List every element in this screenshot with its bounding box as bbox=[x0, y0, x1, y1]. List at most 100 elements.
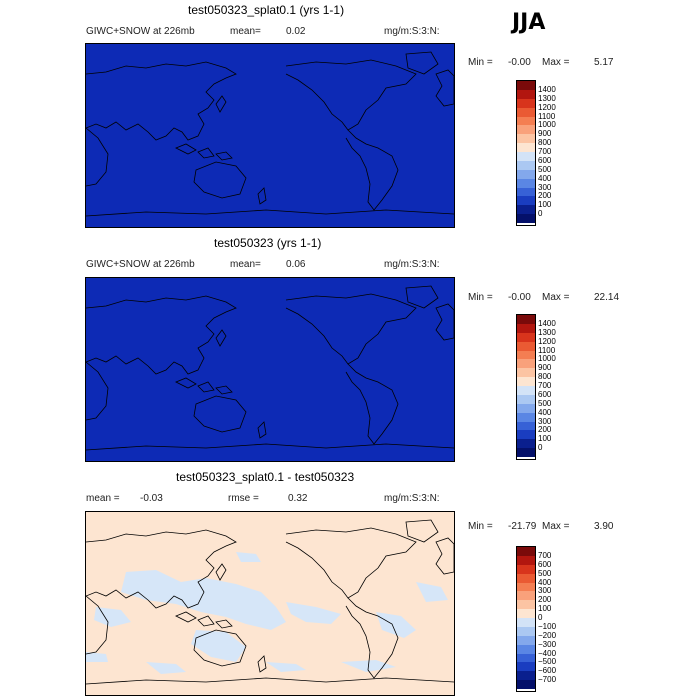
colorbar-tick-label: 1100 bbox=[538, 345, 556, 355]
colorbar-swatch bbox=[517, 332, 535, 342]
colorbar-swatch bbox=[517, 116, 535, 126]
colorbar-tick-label: 600 bbox=[538, 559, 552, 569]
panel2-min-value: -0.00 bbox=[508, 292, 531, 303]
panel2-map-svg bbox=[86, 278, 454, 461]
colorbar-swatch bbox=[517, 152, 535, 161]
panel2-min-label: Min = bbox=[468, 292, 493, 303]
colorbar-tick-label: 700 bbox=[538, 147, 552, 156]
colorbar-swatch bbox=[517, 98, 535, 108]
colorbar-swatch bbox=[517, 160, 535, 170]
colorbar-swatch bbox=[517, 368, 535, 378]
colorbar-swatch bbox=[517, 350, 535, 360]
colorbar-swatch bbox=[517, 662, 535, 672]
colorbar-swatch bbox=[517, 205, 535, 215]
panel3-rmse-value: 0.32 bbox=[288, 493, 308, 504]
colorbar-swatch bbox=[517, 169, 535, 179]
panel3-units: mg/m:S:3:N: bbox=[384, 493, 440, 504]
colorbar-swatch bbox=[517, 591, 535, 601]
colorbar-swatch bbox=[517, 134, 535, 144]
colorbar-tick-label: −400 bbox=[538, 648, 557, 658]
season-label: JJA bbox=[512, 10, 546, 35]
colorbar-tick-label: −700 bbox=[538, 675, 557, 685]
colorbar-swatch bbox=[517, 196, 535, 206]
colorbar-tick-label: 200 bbox=[538, 191, 552, 201]
colorbar-swatch bbox=[517, 377, 535, 386]
colorbar-tick-label: 400 bbox=[538, 577, 552, 587]
colorbar-swatch bbox=[517, 107, 535, 117]
colorbar-tick-label: 0 bbox=[538, 209, 543, 219]
colorbar-tick-label: 200 bbox=[538, 595, 552, 605]
colorbar-swatch bbox=[517, 125, 535, 135]
colorbar-swatch bbox=[517, 439, 535, 449]
colorbar-swatch bbox=[517, 671, 535, 681]
panel1-variable: GIWC+SNOW at 226mb bbox=[86, 26, 195, 37]
colorbar-tick-label: 500 bbox=[538, 398, 552, 408]
panel2-mean-value: 0.06 bbox=[286, 259, 306, 270]
panel1-min-value: -0.00 bbox=[508, 57, 531, 68]
colorbar-tick-label: 900 bbox=[538, 129, 552, 139]
colorbar-tick-label: 0 bbox=[538, 613, 543, 622]
colorbar-tick-label: −300 bbox=[538, 639, 557, 649]
colorbar-swatch bbox=[517, 430, 535, 440]
colorbar-swatch bbox=[517, 359, 535, 369]
colorbar-tick-label: 300 bbox=[538, 416, 552, 426]
colorbar-tick-label: 100 bbox=[538, 604, 552, 614]
colorbar-swatch bbox=[517, 573, 535, 583]
panel2-field bbox=[86, 278, 454, 461]
colorbar-tick-label: 700 bbox=[538, 550, 552, 560]
panel3-map bbox=[85, 511, 455, 696]
colorbar-swatch bbox=[517, 143, 535, 152]
colorbar-tick-label: 200 bbox=[538, 425, 552, 435]
panel2-map bbox=[85, 277, 455, 462]
colorbar-swatch bbox=[517, 178, 535, 188]
panel3-title: test050323_splat0.1 - test050323 bbox=[176, 470, 355, 484]
colorbar-swatch bbox=[517, 547, 535, 556]
colorbar-swatch bbox=[517, 680, 535, 689]
panel3-map-svg bbox=[86, 512, 454, 695]
colorbar-swatch bbox=[517, 412, 535, 422]
panel3-max-label: Max = bbox=[542, 521, 570, 532]
panel3-min-label: Min = bbox=[468, 521, 493, 532]
colorbar-tick-label: 400 bbox=[538, 173, 552, 183]
colorbar-swatch bbox=[517, 635, 535, 645]
panel3-min-value: -21.79 bbox=[508, 521, 537, 532]
colorbar-tick-label: −600 bbox=[538, 666, 557, 676]
panel2-units: mg/m:S:3:N: bbox=[384, 259, 440, 270]
colorbar-tick-label: 0 bbox=[538, 443, 543, 453]
colorbar-tick-label: 300 bbox=[538, 182, 552, 192]
colorbar-swatch bbox=[517, 609, 535, 618]
panel2-variable: GIWC+SNOW at 226mb bbox=[86, 259, 195, 270]
colorbar-tick-label: 400 bbox=[538, 407, 552, 417]
colorbar-swatch bbox=[517, 644, 535, 654]
panel1-mean-value: 0.02 bbox=[286, 26, 306, 37]
colorbar-tick-label: 700 bbox=[538, 381, 552, 390]
colorbar-tick-label: 800 bbox=[538, 138, 552, 148]
panel1-mean-label: mean= bbox=[230, 26, 261, 37]
panel1-min-label: Min = bbox=[468, 57, 493, 68]
colorbar-tick-label: 100 bbox=[538, 434, 552, 444]
colorbar-swatch bbox=[517, 653, 535, 663]
colorbar-tick-label: 900 bbox=[538, 363, 552, 373]
panel1-field bbox=[86, 44, 454, 227]
panel1-title: test050323_splat0.1 (yrs 1-1) bbox=[188, 3, 345, 17]
colorbar-tick-label: 800 bbox=[538, 372, 552, 382]
panel3-max-value: 3.90 bbox=[594, 521, 614, 532]
colorbar-swatch bbox=[517, 214, 535, 223]
panel1-max-label: Max = bbox=[542, 57, 570, 68]
panel2-mean-label: mean= bbox=[230, 259, 261, 270]
colorbar-tick-label: 1000 bbox=[538, 354, 556, 364]
colorbar-swatch bbox=[517, 89, 535, 99]
colorbar-tick-label: 1300 bbox=[538, 93, 556, 103]
colorbar-tick-label: 1100 bbox=[538, 111, 556, 121]
colorbar-tick-label: 500 bbox=[538, 164, 552, 174]
colorbar-swatch bbox=[517, 448, 535, 457]
colorbar-swatch bbox=[517, 618, 535, 627]
panel2-max-label: Max = bbox=[542, 292, 570, 303]
colorbar-tick-label: 300 bbox=[538, 586, 552, 596]
colorbar-tick-label: −500 bbox=[538, 657, 557, 667]
colorbar-tick-label: −200 bbox=[538, 630, 557, 640]
panel1-units: mg/m:S:3:N: bbox=[384, 26, 440, 37]
colorbar-tick-label: 500 bbox=[538, 568, 552, 578]
colorbar-tick-label: 1200 bbox=[538, 102, 556, 112]
colorbar-swatch bbox=[517, 81, 535, 90]
